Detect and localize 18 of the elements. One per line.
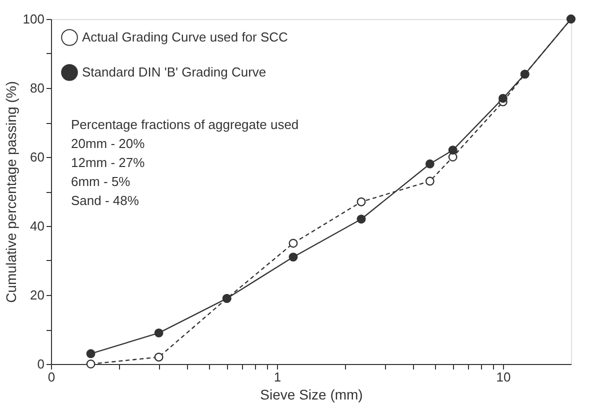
- legend-label: Actual Grading Curve used for SCC: [82, 30, 288, 44]
- x-tick-label: 1: [274, 370, 282, 384]
- y-axis-title: Cumulative percentage passing (%): [2, 81, 19, 303]
- annotation: 12mm - 27%: [71, 155, 146, 170]
- y-tick-label: 0: [37, 356, 44, 372]
- annotation: Percentage fractions of aggregate used: [71, 117, 299, 132]
- annotation: Sand - 48%: [71, 193, 140, 208]
- y-tick-label: 40: [30, 218, 44, 234]
- y-tick-label: 60: [30, 150, 44, 164]
- annotation: 6mm - 5%: [71, 174, 131, 189]
- y-tick-label: 100: [22, 12, 44, 26]
- y-tick-label: 20: [30, 288, 44, 302]
- legend-label: Standard DIN 'B' Grading Curve: [82, 64, 266, 80]
- annotation: 20mm - 20%: [71, 136, 146, 151]
- y-tick-label: 80: [30, 80, 44, 96]
- x-tick-label: 10: [496, 370, 511, 384]
- x-tick-label: 0: [48, 370, 56, 384]
- x-axis-title: Sieve Size (mm): [260, 386, 363, 402]
